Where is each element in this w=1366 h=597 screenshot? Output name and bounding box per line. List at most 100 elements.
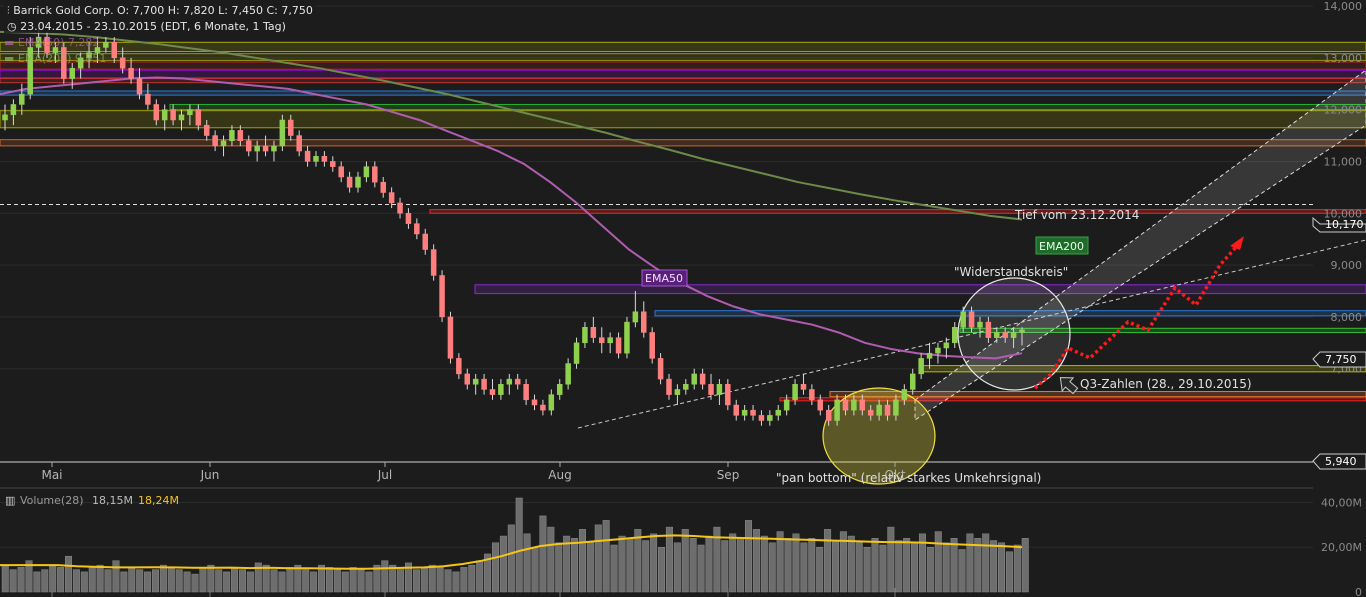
volume-bar bbox=[721, 540, 729, 593]
candle-body bbox=[607, 337, 613, 344]
ema-lines bbox=[0, 30, 1023, 360]
header-ema50: EMA(50) 7,282 bbox=[17, 36, 100, 49]
volume-bar bbox=[689, 538, 697, 593]
volume-bar bbox=[673, 542, 681, 593]
volume-bar bbox=[578, 529, 586, 593]
candle-body bbox=[767, 415, 773, 421]
candle-body bbox=[338, 166, 344, 178]
volume-bar bbox=[1, 564, 9, 593]
candle-body bbox=[716, 384, 723, 395]
sr-band bbox=[0, 69, 1366, 79]
candle-body bbox=[683, 384, 689, 390]
volume-bar bbox=[745, 520, 753, 593]
price-bands bbox=[0, 41, 1366, 402]
volume-bar bbox=[397, 567, 405, 593]
candle-body bbox=[388, 192, 395, 204]
volume-bar bbox=[302, 569, 310, 593]
candle-body bbox=[346, 176, 353, 188]
volume-bar bbox=[41, 569, 49, 593]
volume-bar bbox=[618, 535, 626, 593]
candle-body bbox=[699, 373, 706, 385]
candle-body bbox=[304, 150, 311, 162]
annotations-front bbox=[1033, 236, 1244, 395]
volume-bar bbox=[681, 529, 689, 593]
ema200-legend-swatch: ▬ bbox=[4, 52, 18, 65]
candle-body bbox=[573, 342, 580, 364]
candle-body bbox=[615, 337, 622, 354]
candle-body bbox=[279, 119, 286, 147]
low-price-tag bbox=[1312, 453, 1366, 470]
candle-body bbox=[330, 161, 336, 167]
volume-bar bbox=[33, 571, 41, 593]
candle-body bbox=[35, 36, 42, 48]
y-tick-label: 9,000 bbox=[1331, 259, 1363, 272]
candle-body bbox=[733, 404, 739, 416]
clock-icon: ◷ bbox=[7, 20, 21, 33]
candle-body bbox=[867, 409, 874, 416]
candle-body bbox=[968, 311, 975, 328]
candle-body bbox=[153, 104, 160, 121]
volume-bar bbox=[412, 569, 420, 593]
candle-body bbox=[69, 67, 75, 79]
candle-body bbox=[624, 321, 630, 354]
sr-band bbox=[959, 327, 1366, 333]
candle-body bbox=[741, 409, 748, 416]
candle-body bbox=[220, 140, 227, 147]
volume-bar bbox=[555, 542, 563, 593]
y-tick-label: 13,000 bbox=[1324, 52, 1363, 65]
candle-body bbox=[775, 409, 782, 416]
candle-body bbox=[52, 47, 59, 53]
volume-bar bbox=[808, 538, 816, 593]
candle-body bbox=[825, 409, 832, 421]
candle-body bbox=[1010, 332, 1017, 338]
ema200-tag: EMA200 bbox=[1039, 240, 1084, 253]
trend-channel bbox=[914, 69, 1366, 421]
volume-bar bbox=[990, 540, 998, 593]
candle-body bbox=[506, 378, 513, 385]
volume-bar bbox=[752, 529, 760, 593]
volume-bar bbox=[507, 524, 515, 593]
candle-body bbox=[61, 47, 67, 79]
candle-body bbox=[178, 114, 185, 121]
candle-body bbox=[599, 337, 605, 344]
candle-body bbox=[2, 114, 8, 121]
ema200-line bbox=[0, 30, 1023, 221]
candle-body bbox=[876, 404, 882, 416]
volume-bar bbox=[136, 569, 144, 593]
volume-bar bbox=[816, 546, 824, 593]
volume-bar bbox=[112, 560, 120, 593]
volume-bar bbox=[642, 540, 650, 593]
q3-label: Q3-Zahlen (28., 29.10.2015) bbox=[1080, 377, 1252, 391]
candle-body bbox=[674, 389, 681, 395]
volume-bar bbox=[57, 567, 65, 593]
volume-bar bbox=[1021, 538, 1029, 593]
candle-body bbox=[103, 42, 109, 48]
volume-value-2: 18,24M bbox=[138, 494, 179, 507]
volume-bar bbox=[104, 569, 112, 593]
candle-body bbox=[800, 384, 807, 390]
volume-panel: 40,00M 20,00M 0 bbox=[0, 487, 1362, 597]
candle-body bbox=[926, 352, 933, 359]
candle-body bbox=[649, 332, 655, 359]
last-price-tag bbox=[1312, 351, 1366, 368]
candle-body bbox=[893, 399, 899, 416]
volume-bar bbox=[310, 571, 318, 593]
volume-bar bbox=[341, 571, 349, 593]
candle-body bbox=[842, 399, 849, 411]
tief-price-tag bbox=[1312, 216, 1366, 233]
candle-body bbox=[262, 145, 269, 152]
volume-bar bbox=[531, 546, 539, 593]
candle-body bbox=[565, 363, 571, 385]
volume-bar bbox=[982, 533, 990, 593]
x-tick-label: Jun bbox=[200, 468, 220, 482]
candle-body bbox=[943, 342, 950, 349]
volume-bar bbox=[705, 535, 713, 593]
candle-body bbox=[296, 135, 302, 152]
volume-bar bbox=[96, 564, 104, 593]
sr-band bbox=[0, 53, 1366, 61]
volume-bar bbox=[175, 569, 183, 593]
candle-body bbox=[691, 373, 697, 385]
volume-bar bbox=[381, 560, 389, 593]
